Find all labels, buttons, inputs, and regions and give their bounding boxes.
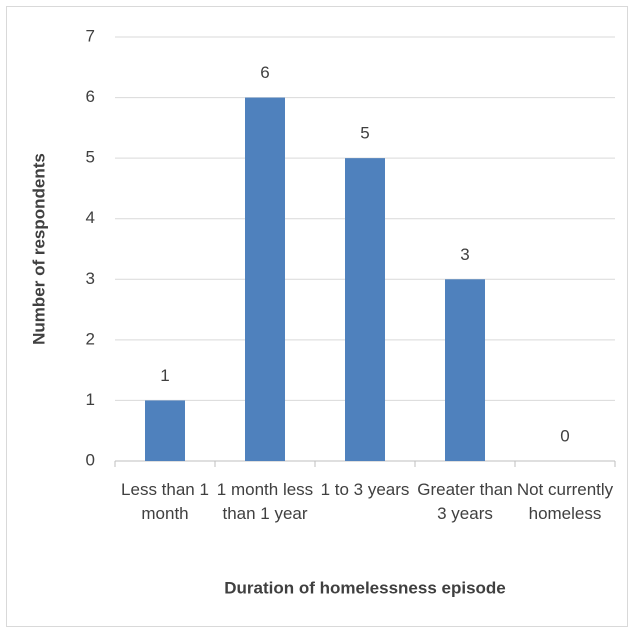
y-tick-label: 6	[86, 87, 95, 106]
x-tick-label: 1 month less than 1 year	[216, 480, 314, 523]
x-axis-title: Duration of homelessness episode	[224, 578, 506, 597]
x-tick-label: 1 to 3 years	[320, 480, 410, 499]
x-tick-label: Greater than 3 years	[417, 480, 513, 523]
y-tick-label: 7	[86, 26, 95, 45]
data-label: 6	[260, 63, 269, 82]
x-tick-label: Not currently homeless	[516, 480, 614, 523]
y-tick-label: 1	[86, 390, 95, 409]
y-tick-label: 5	[86, 148, 95, 167]
y-tick-label: 0	[86, 450, 95, 469]
y-tick-label: 4	[86, 208, 95, 227]
data-label: 3	[460, 245, 469, 264]
data-label: 0	[560, 426, 569, 445]
bar	[245, 97, 285, 462]
y-axis-title: Number of respondents	[29, 153, 48, 345]
bar	[345, 158, 385, 461]
bar	[145, 400, 185, 461]
data-label: 1	[160, 366, 169, 385]
bar	[445, 279, 485, 461]
y-tick-label: 3	[86, 269, 95, 288]
chart-border	[6, 6, 628, 627]
x-tick-label: Less than 1 month	[121, 480, 209, 523]
y-tick-label: 2	[86, 329, 95, 348]
data-label: 5	[360, 124, 369, 143]
